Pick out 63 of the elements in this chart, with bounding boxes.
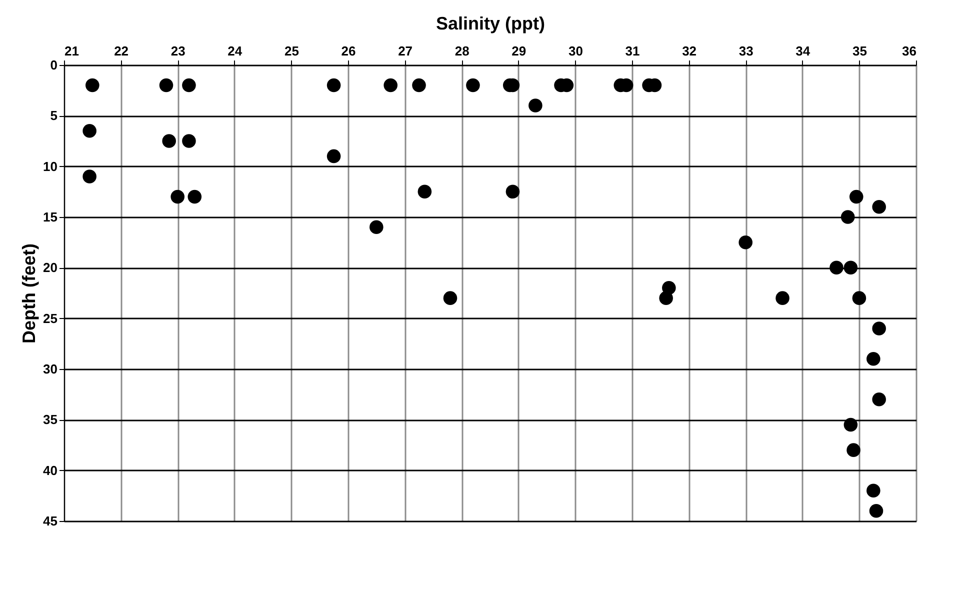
point <box>528 98 542 112</box>
point <box>830 260 844 275</box>
y-tick-label: 0 <box>50 58 58 72</box>
point <box>418 184 432 199</box>
point <box>162 134 176 148</box>
x-tick-label: 22 <box>114 44 129 58</box>
point <box>466 78 480 92</box>
point <box>506 184 520 199</box>
x-tick-label: 25 <box>284 44 299 58</box>
x-tick-label: 30 <box>568 44 583 58</box>
point <box>869 504 884 518</box>
point <box>182 134 196 148</box>
point <box>846 443 860 457</box>
y-tick-label: 20 <box>43 260 58 276</box>
x-tick-label: 31 <box>625 44 640 58</box>
point <box>866 352 880 366</box>
point <box>872 322 886 336</box>
point <box>326 78 341 92</box>
x-tick-label: 28 <box>454 44 470 58</box>
point <box>182 78 196 92</box>
point <box>872 200 886 214</box>
point <box>326 149 341 164</box>
x-tick-label: 23 <box>170 44 186 58</box>
y-tick-label: 45 <box>43 514 58 528</box>
point <box>776 291 790 305</box>
point <box>370 220 384 234</box>
point <box>443 291 458 305</box>
point <box>82 124 96 138</box>
point <box>659 291 673 305</box>
y-tick-label: 40 <box>43 462 58 478</box>
x-tick-label: 35 <box>852 44 867 58</box>
point <box>188 190 202 204</box>
point <box>384 78 398 92</box>
y-tick-label: 35 <box>43 412 58 428</box>
x-tick-label: 34 <box>796 44 811 58</box>
point <box>852 291 866 305</box>
point <box>170 190 184 204</box>
y-tick-label: 25 <box>43 310 58 326</box>
point <box>412 78 426 92</box>
chart-title: Salinity (ppt) <box>436 14 545 34</box>
y-tick-label: 15 <box>43 210 58 224</box>
point <box>738 235 752 250</box>
x-tick-label: 32 <box>682 44 697 58</box>
x-tick-label: 21 <box>64 44 79 58</box>
x-tick-label: 26 <box>341 44 356 58</box>
point <box>872 392 886 406</box>
y-tick-label: 10 <box>43 158 58 174</box>
x-tick-label: 24 <box>228 44 243 58</box>
point <box>844 418 858 432</box>
x-tick-label: 27 <box>398 44 413 58</box>
x-tick-label: 33 <box>738 44 754 58</box>
point <box>866 484 880 498</box>
x-tick-label: 29 <box>512 44 526 58</box>
y-tick-label: 30 <box>43 362 58 376</box>
point <box>840 210 855 224</box>
point <box>159 78 174 92</box>
point <box>849 190 864 204</box>
x-tick-label: 36 <box>902 44 916 58</box>
point <box>86 78 100 92</box>
y-axis-title: Depth (feet) <box>19 244 40 344</box>
y-tick-label: 5 <box>50 108 58 124</box>
point <box>844 260 858 275</box>
point <box>82 170 96 184</box>
